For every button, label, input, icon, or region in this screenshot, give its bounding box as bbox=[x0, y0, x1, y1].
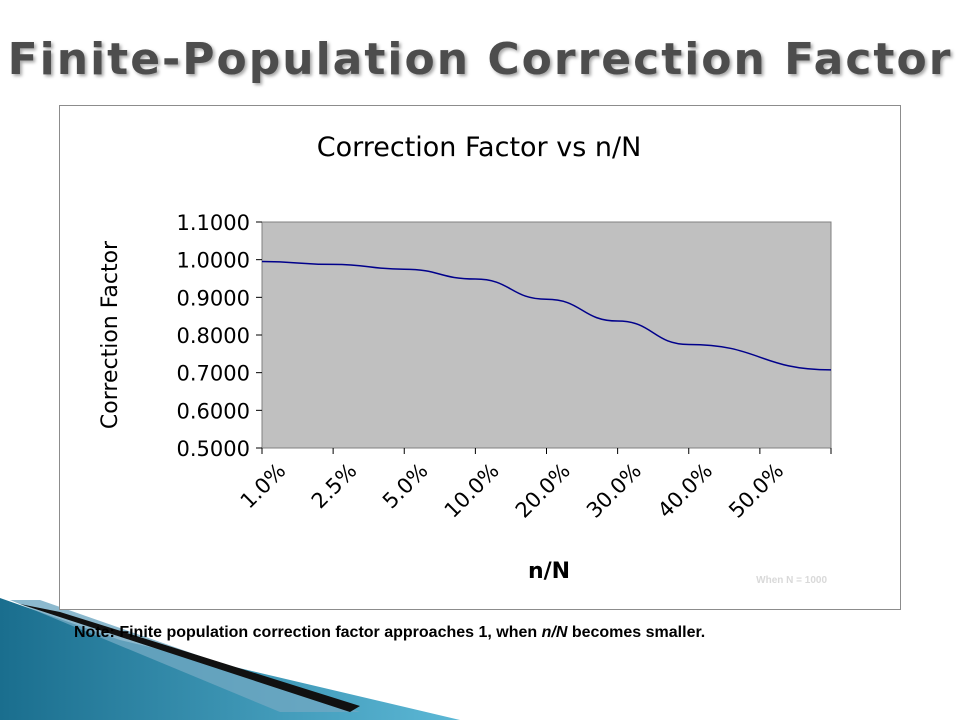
y-tick-label: 0.5000 bbox=[177, 437, 250, 461]
footnote-text-end: becomes smaller. bbox=[567, 624, 706, 641]
footnote-emphasis: n/N bbox=[541, 624, 568, 641]
line-chart: Correction Factor vs n/N 0.5000 0.6000 0.7… bbox=[98, 132, 832, 586]
footnote-text-start: Note: Finite population correction facto… bbox=[74, 624, 542, 641]
chart-annotation: When N = 1000 bbox=[756, 575, 827, 586]
y-tick-label: 0.7000 bbox=[177, 362, 250, 386]
swoosh-teal bbox=[0, 598, 460, 720]
x-tick-label: 50.0% bbox=[724, 459, 788, 523]
x-tick-label: 2.5% bbox=[307, 459, 362, 514]
series-group bbox=[261, 260, 832, 371]
y-axis-label: Correction Factor bbox=[98, 240, 123, 429]
x-tick-label: 30.0% bbox=[582, 459, 646, 523]
x-tick-label: 1.0% bbox=[236, 459, 291, 514]
x-tick-label: 5.0% bbox=[378, 459, 433, 514]
x-axis: 1.0% 2.5% 5.0% 10.0% 20.0% 30.0% 40.0% 50.0% bbox=[236, 448, 832, 523]
x-tick-label: 40.0% bbox=[653, 459, 717, 523]
y-tick-label: 1.1000 bbox=[177, 211, 250, 235]
y-tick-label: 0.8000 bbox=[177, 324, 250, 348]
plot-area bbox=[261, 221, 832, 449]
slide-title: Finite-Population Correction Factor bbox=[7, 34, 953, 85]
x-tick-label: 10.0% bbox=[440, 459, 504, 523]
y-tick-label: 1.0000 bbox=[177, 249, 250, 273]
y-tick-label: 0.6000 bbox=[177, 399, 250, 423]
x-axis-label: n/N bbox=[528, 559, 570, 584]
chart-title: Correction Factor vs n/N bbox=[317, 132, 642, 163]
x-tick-label: 20.0% bbox=[511, 459, 575, 523]
swoosh-dark bbox=[20, 604, 360, 712]
y-axis: 0.5000 0.6000 0.7000 0.8000 0.9000 1.0000 1.10… bbox=[177, 211, 262, 461]
footnote: Note: Finite population correction facto… bbox=[74, 624, 954, 642]
y-tick-label: 0.9000 bbox=[177, 286, 250, 310]
series-line bbox=[261, 260, 832, 371]
chart-frame: Correction Factor vs n/N 0.5000 0.6000 0.7… bbox=[59, 105, 901, 610]
